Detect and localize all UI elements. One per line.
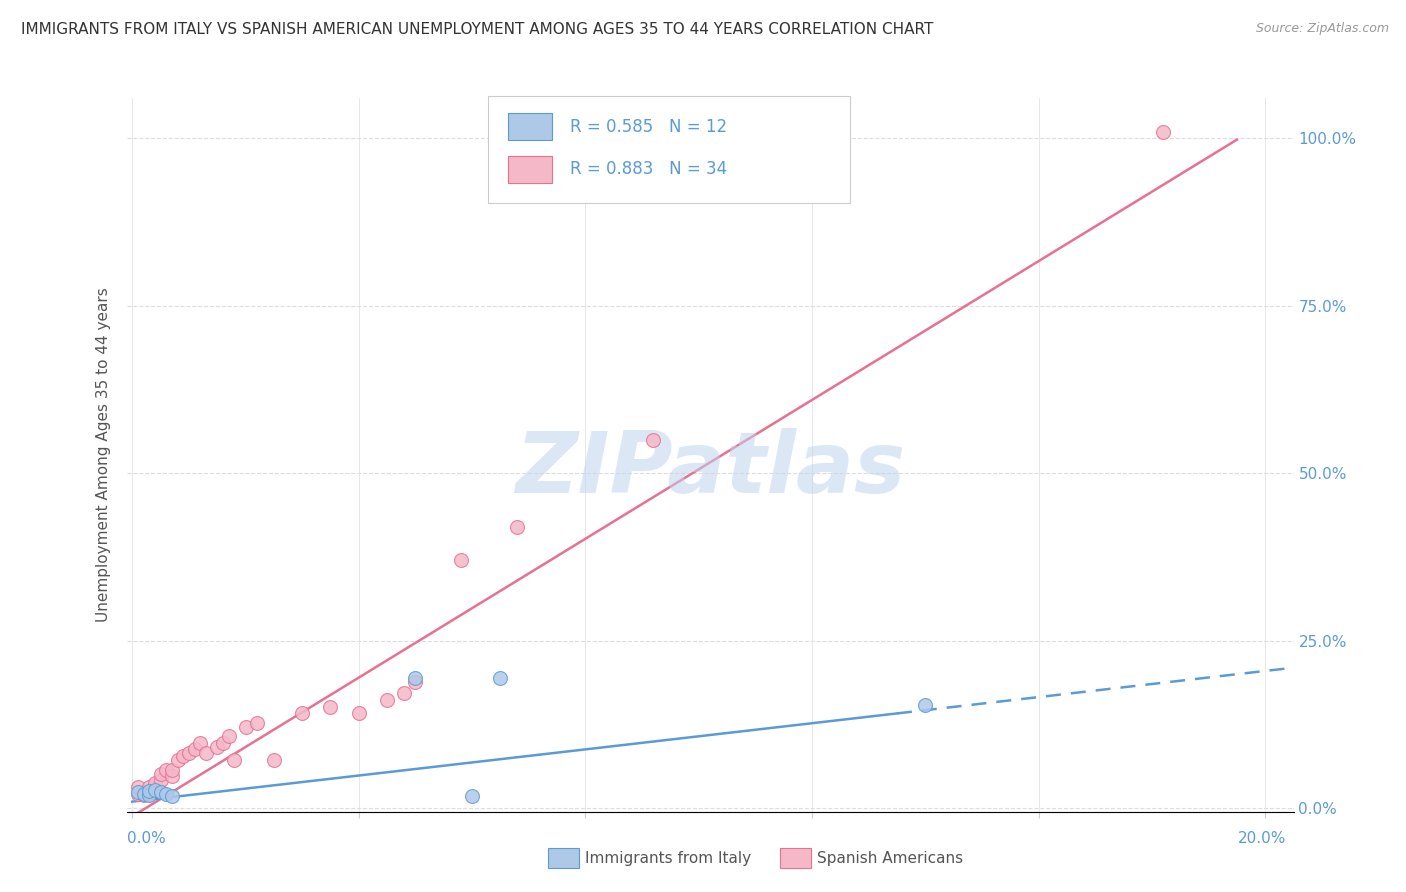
Bar xyxy=(508,113,553,140)
Text: Source: ZipAtlas.com: Source: ZipAtlas.com xyxy=(1256,22,1389,36)
Point xyxy=(506,520,529,534)
Point xyxy=(291,706,314,721)
FancyBboxPatch shape xyxy=(488,96,851,203)
Point xyxy=(489,671,512,685)
Point xyxy=(218,729,240,743)
Point xyxy=(138,787,160,801)
Point xyxy=(149,785,172,799)
Point xyxy=(138,780,160,794)
Point xyxy=(127,784,149,798)
Text: ZIPatlas: ZIPatlas xyxy=(515,427,905,511)
Point xyxy=(127,787,149,801)
Point xyxy=(155,787,177,801)
Point xyxy=(347,706,370,721)
Text: R = 0.883   N = 34: R = 0.883 N = 34 xyxy=(569,161,727,178)
Point xyxy=(160,789,183,804)
Point xyxy=(1152,125,1174,139)
Point xyxy=(138,784,160,798)
Point xyxy=(194,747,217,761)
Point xyxy=(127,780,149,794)
Point xyxy=(914,698,936,712)
Point xyxy=(643,433,665,447)
Point xyxy=(177,747,200,761)
Point xyxy=(205,739,228,754)
Point xyxy=(375,693,398,707)
Point xyxy=(404,671,426,685)
Point xyxy=(235,720,257,734)
Point xyxy=(188,736,211,750)
Point xyxy=(132,787,155,801)
Point xyxy=(143,776,166,790)
Text: 0.0%: 0.0% xyxy=(127,831,166,846)
Text: 20.0%: 20.0% xyxy=(1239,831,1286,846)
Text: IMMIGRANTS FROM ITALY VS SPANISH AMERICAN UNEMPLOYMENT AMONG AGES 35 TO 44 YEARS: IMMIGRANTS FROM ITALY VS SPANISH AMERICA… xyxy=(21,22,934,37)
Point xyxy=(166,753,188,767)
Point xyxy=(183,742,205,756)
Point xyxy=(132,788,155,802)
Point xyxy=(224,753,246,767)
Point xyxy=(149,773,172,788)
Point xyxy=(160,769,183,783)
Point xyxy=(450,553,472,567)
Point xyxy=(211,736,233,750)
Point xyxy=(149,766,172,780)
Point xyxy=(160,763,183,777)
Point xyxy=(392,686,415,700)
Point xyxy=(155,763,177,777)
Point xyxy=(461,789,484,804)
Text: Spanish Americans: Spanish Americans xyxy=(817,851,963,865)
Y-axis label: Unemployment Among Ages 35 to 44 years: Unemployment Among Ages 35 to 44 years xyxy=(96,287,111,623)
Point xyxy=(138,788,160,802)
Bar xyxy=(508,156,553,183)
Point xyxy=(404,675,426,690)
Text: R = 0.585   N = 12: R = 0.585 N = 12 xyxy=(569,118,727,136)
Point xyxy=(319,699,342,714)
Point xyxy=(263,753,285,767)
Text: Immigrants from Italy: Immigrants from Italy xyxy=(585,851,751,865)
Point xyxy=(172,749,194,764)
Point xyxy=(143,782,166,797)
Point xyxy=(246,715,269,730)
